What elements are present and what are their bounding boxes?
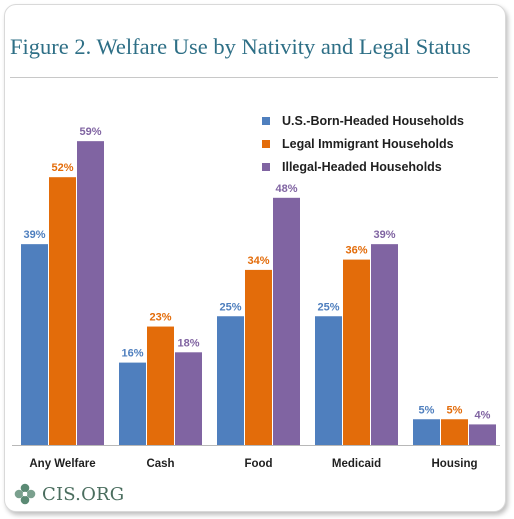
- legend-label: U.S.-Born-Headed Households: [282, 114, 464, 128]
- data-label: 59%: [79, 126, 101, 138]
- data-label: 4%: [475, 409, 491, 421]
- chart-title: Figure 2. Welfare Use by Nativity and Le…: [10, 34, 471, 59]
- bar: [21, 244, 48, 445]
- data-label: 5%: [419, 404, 435, 416]
- data-label: 52%: [51, 162, 73, 174]
- bar: [147, 326, 174, 445]
- data-label: 5%: [447, 404, 463, 416]
- legend-swatch: [262, 163, 270, 171]
- legend-swatch: [262, 117, 270, 125]
- x-tick-label: Any Welfare: [29, 458, 95, 470]
- bar: [245, 269, 272, 445]
- legend-label: Legal Immigrant Households: [282, 137, 454, 151]
- cis-flower-logo-icon: [14, 483, 36, 505]
- data-label: 39%: [373, 229, 395, 241]
- logo-text: CIS.ORG: [42, 483, 125, 505]
- bar: [343, 259, 370, 445]
- legend-swatch: [262, 140, 270, 148]
- bar: [49, 177, 76, 445]
- data-label: 36%: [345, 245, 367, 257]
- title-divider: [10, 77, 498, 78]
- bar: [273, 197, 300, 445]
- data-label: 25%: [219, 301, 241, 313]
- x-tick-label: Food: [244, 458, 272, 470]
- bar: [413, 419, 440, 445]
- data-label: 16%: [121, 348, 143, 360]
- legend-label: Illegal-Headed Households: [282, 160, 442, 174]
- data-label: 39%: [23, 229, 45, 241]
- data-label: 23%: [149, 312, 171, 324]
- bar: [119, 362, 146, 445]
- bar: [77, 141, 104, 445]
- cis-logo[interactable]: CIS.ORG: [14, 482, 124, 506]
- data-label: 25%: [317, 301, 339, 313]
- data-label: 18%: [177, 337, 199, 349]
- bar: [175, 352, 202, 445]
- bar: [441, 419, 468, 445]
- bar: [217, 316, 244, 445]
- data-label: 48%: [275, 183, 297, 195]
- bar: [371, 244, 398, 445]
- x-tick-label: Medicaid: [332, 458, 381, 470]
- bar: [315, 316, 342, 445]
- x-tick-label: Housing: [432, 458, 478, 470]
- x-tick-label: Cash: [146, 458, 174, 470]
- bar: [469, 424, 496, 445]
- data-label: 34%: [247, 255, 269, 267]
